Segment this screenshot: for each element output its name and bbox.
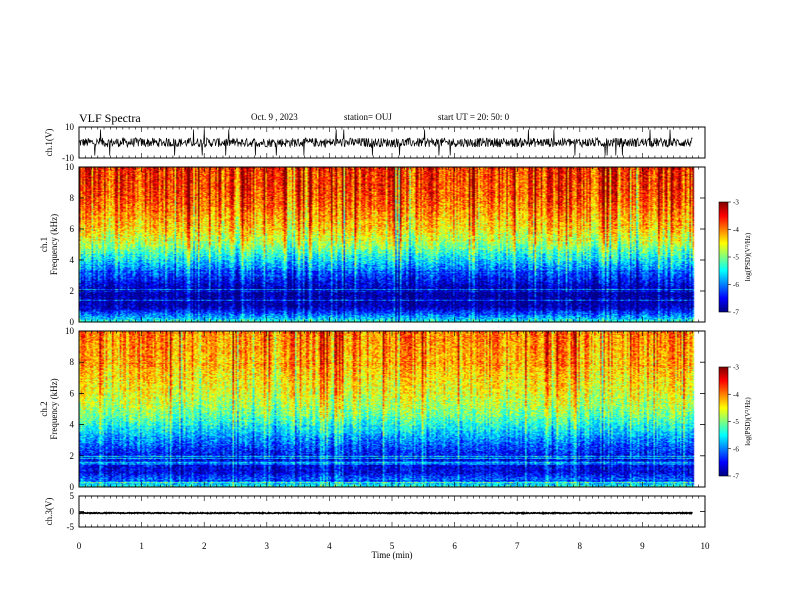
y-tick-label: 0: [70, 507, 75, 517]
x-tick-label: 2: [202, 541, 207, 551]
colorbar-tick-label: -3: [733, 199, 739, 207]
ch2-spectrogram-ylabel-line2: Frequency (kHz): [49, 378, 59, 439]
x-tick-label: 10: [701, 541, 711, 551]
x-tick-label: 7: [515, 541, 520, 551]
x-tick-label: 1: [139, 541, 144, 551]
ch1-waveform-ylabel: ch.1(V): [44, 129, 54, 157]
y-tick-label: 4: [70, 420, 75, 430]
y-tick-label: 0: [70, 317, 75, 327]
y-tick-label: 10: [65, 122, 75, 132]
chart-title: VLF Spectra: [79, 111, 141, 125]
ch1-waveform-trace: [78, 129, 693, 156]
ch1-waveform-panel: 10 -10 ch.1(V): [44, 122, 706, 163]
x-tick-label: 8: [578, 541, 583, 551]
ch2-spectrogram-image: [79, 331, 705, 487]
y-tick-label: 2: [70, 451, 75, 461]
y-tick-label: -10: [62, 153, 74, 163]
y-tick-label: 8: [70, 357, 75, 367]
colorbar-tick-label: -4: [733, 391, 739, 399]
ch2-spectrogram-colorbar-scale: [718, 366, 729, 477]
colorbar-tick-label: -5: [733, 254, 739, 262]
colorbar-tick-label: -6: [733, 281, 739, 289]
ch1-spectrogram-image: [79, 167, 705, 322]
ch3-waveform-ylabel: ch.3(V): [44, 498, 54, 526]
y-tick-label: -5: [67, 522, 75, 532]
y-tick-label: 8: [70, 193, 75, 203]
x-tick-label: 6: [452, 541, 457, 551]
x-tick-label: 5: [390, 541, 395, 551]
colorbar-tick-label: -7: [733, 473, 739, 481]
y-tick-label: 5: [70, 491, 75, 501]
ch3-waveform-panel: 5 0 -5 ch.3(V): [44, 491, 706, 532]
colorbar-tick-label: -7: [733, 309, 739, 317]
colorbar-tick-label: -5: [733, 418, 739, 426]
ch1-colorbar: -3 -4 -5 -6 -7 log(PSD)(V²/Hz): [718, 199, 752, 317]
ch1-spectrogram-panel: 0 2 4 6 8 10 ch.1 Frequency (kHz): [39, 162, 706, 327]
ch3-waveform-trace: [79, 511, 693, 516]
station-label: station= OUJ: [344, 112, 392, 122]
date-label: Oct. 9 , 2023: [251, 112, 298, 122]
colorbar-tick-label: -4: [733, 226, 739, 234]
start-time-label: start UT = 20: 50: 0: [438, 112, 510, 122]
y-tick-label: 6: [70, 224, 75, 234]
y-tick-label: 0: [70, 482, 75, 492]
ch1-spectrogram-colorbar-scale: [718, 201, 729, 313]
y-tick-label: 4: [70, 255, 75, 265]
ch1-spectrogram-ylabel-line1: ch.1: [39, 237, 49, 252]
x-tick-label: 3: [265, 541, 270, 551]
x-tick-label: 9: [640, 541, 645, 551]
x-tick-label: 0: [77, 541, 82, 551]
ch1-spectrogram-colorbar-label: log(PSD)(V²/Hz): [744, 232, 752, 281]
ch1-spectrogram-ylabel-line2: Frequency (kHz): [49, 214, 59, 275]
ch2-colorbar: -3 -4 -5 -6 -7 log(PSD)(V²/Hz): [718, 364, 752, 481]
y-tick-label: 6: [70, 388, 75, 398]
x-axis-label: Time (min): [372, 550, 413, 560]
y-tick-label: 10: [65, 162, 75, 172]
time-axis: 0 1 2 3 4 5 6 7 8 9 10 Time (min): [77, 541, 710, 560]
y-tick-label: 10: [65, 326, 75, 336]
colorbar-tick-label: -3: [733, 364, 739, 372]
x-tick-label: 4: [327, 541, 332, 551]
y-tick-label: 2: [70, 286, 75, 296]
colorbar-tick-label: -6: [733, 445, 739, 453]
ch2-spectrogram-panel: 0 2 4 6 8 10 ch.2 Frequency (kHz): [39, 326, 706, 492]
ch2-spectrogram-ylabel-line1: ch.2: [39, 401, 49, 416]
ch2-spectrogram-colorbar-label: log(PSD)(V²/Hz): [744, 397, 752, 446]
